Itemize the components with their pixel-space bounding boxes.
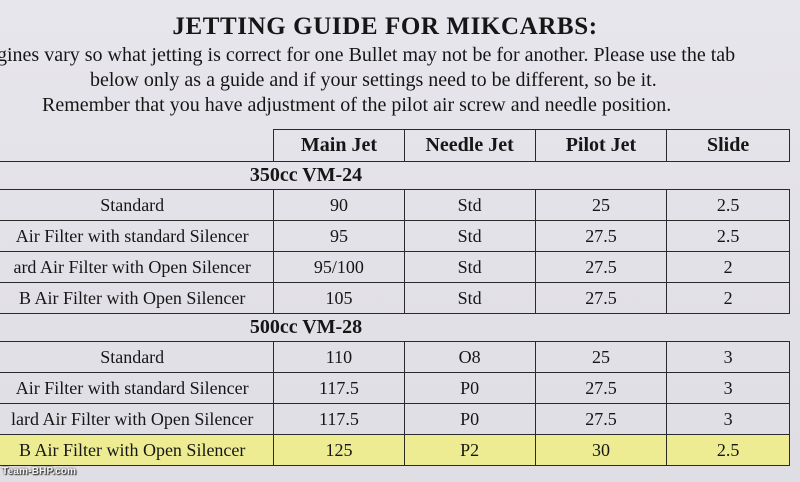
needle-jet-cell: Std [403, 251, 536, 283]
section-row-350cc: 350cc VM-24 [0, 161, 790, 190]
watermark-logo: Team-BHP.com [2, 466, 77, 477]
needle-jet-cell: Std [403, 189, 536, 221]
table-row: B Air Filter with Open Silencer 105 Std … [0, 282, 790, 314]
pilot-jet-cell: 25 [534, 341, 668, 373]
slide-cell: 3 [666, 372, 790, 404]
slide-cell: 3 [666, 341, 790, 373]
needle-jet-cell: P0 [403, 372, 536, 404]
slide-cell: 2 [666, 251, 790, 283]
pilot-jet-cell: 30 [534, 434, 668, 466]
jetting-table: Main Jet Needle Jet Pilot Jet Slide 350c… [0, 129, 790, 466]
section-row-500cc: 500cc VM-28 [0, 313, 790, 342]
slide-cell: 2 [666, 282, 790, 314]
intro-line-2: below only as a guide and if your settin… [90, 69, 657, 91]
slide-cell: 2.5 [666, 189, 790, 221]
pilot-jet-cell: 25 [534, 189, 668, 221]
table-row: Air Filter with standard Silencer 117.5 … [0, 372, 790, 404]
section-label: 350cc VM-24 [0, 161, 790, 190]
table-row: Standard 90 Std 25 2.5 [0, 189, 790, 221]
setup-cell: B Air Filter with Open Silencer [0, 282, 275, 314]
slide-cell: 3 [666, 403, 790, 435]
pilot-jet-cell: 27.5 [534, 403, 668, 435]
main-jet-cell: 90 [273, 189, 405, 221]
intro-line-1: gines vary so what jetting is correct fo… [0, 44, 736, 66]
main-jet-cell: 105 [273, 282, 405, 314]
main-jet-cell: 95/100 [273, 251, 405, 283]
section-label: 500cc VM-28 [0, 313, 790, 342]
pilot-jet-cell: 27.5 [534, 251, 668, 283]
slide-cell: 2.5 [666, 434, 790, 466]
table-row: lard Air Filter with Open Silencer 117.5… [0, 403, 790, 435]
header-pilot-jet: Pilot Jet [534, 129, 668, 162]
setup-cell: lard Air Filter with Open Silencer [0, 403, 275, 435]
main-jet-cell: 95 [273, 220, 405, 252]
slide-cell: 2.5 [666, 220, 790, 252]
table-row: ard Air Filter with Open Silencer 95/100… [0, 251, 790, 283]
setup-cell: Air Filter with standard Silencer [0, 372, 275, 404]
setup-cell: Standard [0, 341, 275, 373]
needle-jet-cell: Std [403, 282, 536, 314]
setup-cell: B Air Filter with Open Silencer [0, 434, 275, 466]
section-name: 350cc VM-24 [249, 164, 363, 186]
needle-jet-cell: P0 [403, 403, 536, 435]
header-needle-jet: Needle Jet [403, 129, 536, 162]
setup-cell: Air Filter with standard Silencer [0, 220, 275, 252]
table-row: Standard 110 O8 25 3 [0, 341, 790, 373]
highlighted-table-row: B Air Filter with Open Silencer 125 P2 3… [0, 434, 790, 466]
main-jet-cell: 117.5 [273, 372, 405, 404]
header-main-jet: Main Jet [273, 129, 405, 162]
header-blank-cell [0, 129, 275, 162]
header-slide: Slide [666, 129, 790, 162]
setup-cell: ard Air Filter with Open Silencer [0, 251, 275, 283]
needle-jet-cell: P2 [403, 434, 536, 466]
header-row: Main Jet Needle Jet Pilot Jet Slide [0, 129, 790, 162]
main-jet-cell: 125 [273, 434, 405, 466]
main-jet-cell: 110 [273, 341, 405, 373]
main-jet-cell: 117.5 [273, 403, 405, 435]
needle-jet-cell: Std [403, 220, 536, 252]
pilot-jet-cell: 27.5 [534, 372, 668, 404]
section-name: 500cc VM-28 [249, 316, 363, 338]
needle-jet-cell: O8 [403, 341, 536, 373]
page-title: JETTING GUIDE FOR MIKCARBS: [172, 13, 598, 40]
table-row: Air Filter with standard Silencer 95 Std… [0, 220, 790, 252]
intro-line-3: Remember that you have adjustment of the… [42, 94, 672, 116]
pilot-jet-cell: 27.5 [534, 220, 668, 252]
pilot-jet-cell: 27.5 [534, 282, 668, 314]
setup-cell: Standard [0, 189, 275, 221]
